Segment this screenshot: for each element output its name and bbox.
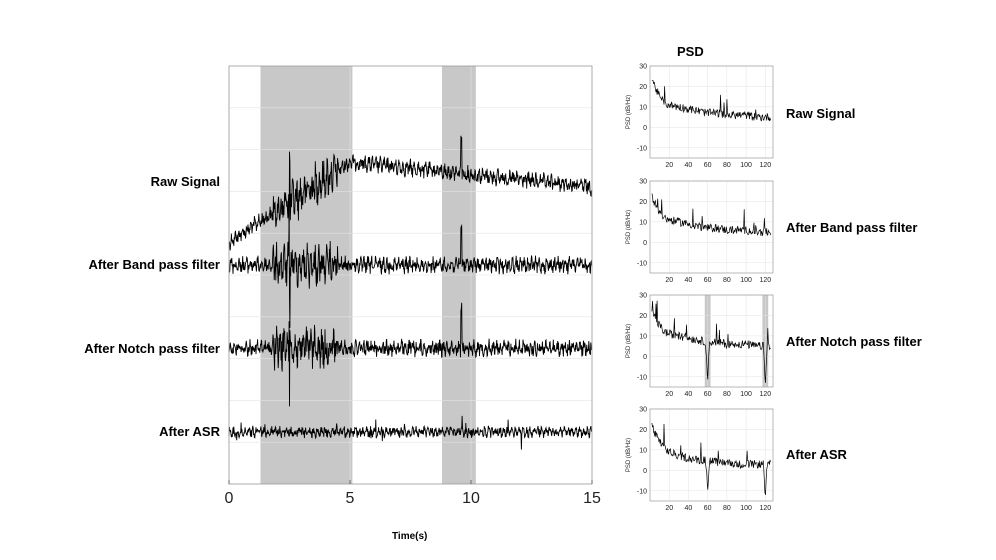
psd-y-tick-label-1-1: 0	[643, 240, 647, 247]
psd-plot-area-2	[650, 295, 773, 387]
x-tick-label-2: 10	[462, 490, 480, 507]
psd-x-tick-label-2-1: 40	[685, 391, 693, 398]
psd-y-tick-label-1-4: 30	[639, 179, 647, 186]
psd-y-tick-label-3-3: 20	[639, 427, 647, 434]
psd-x-tick-label-1-2: 60	[704, 277, 712, 284]
psd-panel-0: -10 0 10 20 30 20 40 60 80 100 120 PSD (dB/Hz)	[626, 64, 774, 169]
psd-y-tick-label-3-4: 30	[639, 407, 647, 414]
psd-label-notch-pass: After Notch pass filter	[786, 334, 922, 349]
row-label-asr: After ASR	[159, 424, 220, 439]
psd-panel-3: -10 0 10 20 30 20 40 60 80 100 120 PSD (dB/Hz)	[626, 407, 774, 512]
x-tick-label-0: 0	[225, 490, 234, 507]
x-tick-label-1: 5	[346, 490, 355, 507]
psd-x-tick-label-3-5: 120	[759, 505, 771, 512]
psd-frame-0	[649, 65, 774, 159]
psd-title: PSD	[677, 44, 704, 59]
psd-frame-3	[649, 408, 774, 502]
row-label-raw-signal: Raw Signal	[150, 174, 220, 189]
psd-x-tick-label-1-3: 80	[723, 277, 731, 284]
psd-frame-2	[649, 294, 774, 388]
psd-x-tick-label-0-4: 100	[740, 162, 752, 169]
psd-y-tick-label-2-2: 10	[639, 333, 647, 340]
psd-x-tick-label-3-2: 60	[704, 505, 712, 512]
psd-y-tick-label-0-2: 10	[639, 104, 647, 111]
psd-x-tick-label-1-1: 40	[685, 277, 693, 284]
psd-y-tick-label-0-3: 20	[639, 84, 647, 91]
psd-x-tick-label-0-2: 60	[704, 162, 712, 169]
psd-ylabel-2: PSD (dB/Hz)	[626, 324, 632, 358]
psd-label-asr: After ASR	[786, 447, 847, 462]
psd-x-tick-label-0-3: 80	[723, 162, 731, 169]
psd-y-tick-label-0-4: 30	[639, 64, 647, 71]
psd-x-tick-label-1-0: 20	[665, 277, 673, 284]
psd-y-tick-label-2-1: 0	[643, 354, 647, 361]
psd-x-tick-label-1-4: 100	[740, 277, 752, 284]
psd-y-tick-label-2-4: 30	[639, 293, 647, 300]
psd-x-tick-label-0-5: 120	[759, 162, 771, 169]
psd-x-tick-label-3-4: 100	[740, 505, 752, 512]
psd-x-tick-label-1-5: 120	[759, 277, 771, 284]
plot-frame	[228, 65, 593, 485]
series-line-1	[228, 219, 593, 328]
psd-x-tick-label-2-3: 80	[723, 391, 731, 398]
psd-y-tick-label-0-1: 0	[643, 125, 647, 132]
psd-y-tick-label-1-0: -10	[637, 260, 647, 267]
psd-label-raw-signal: Raw Signal	[786, 106, 856, 121]
psd-y-tick-label-0-0: -10	[637, 145, 647, 152]
series-line-0	[228, 135, 593, 251]
psd-plot-area-0	[650, 66, 773, 158]
psd-x-tick-label-3-3: 80	[723, 505, 731, 512]
psd-ylabel-1: PSD (dB/Hz)	[626, 210, 632, 244]
psd-label-band-pass: After Band pass filter	[786, 220, 918, 235]
psd-y-tick-label-3-2: 10	[639, 447, 647, 454]
psd-y-tick-label-3-1: 0	[643, 468, 647, 475]
psd-y-tick-label-2-3: 20	[639, 313, 647, 320]
row-label-notch-pass: After Notch pass filter	[84, 341, 220, 356]
psd-x-tick-label-2-0: 20	[665, 391, 673, 398]
psd-frame-1	[649, 180, 774, 274]
time-series-chart: 0 5 10 15	[225, 65, 601, 507]
psd-y-tick-label-1-2: 10	[639, 219, 647, 226]
psd-x-tick-label-3-1: 40	[685, 505, 693, 512]
psd-ylabel-3: PSD (dB/Hz)	[626, 438, 632, 472]
psd-x-tick-label-2-4: 100	[740, 391, 752, 398]
psd-line-3	[651, 422, 772, 495]
psd-line-1	[651, 193, 772, 236]
psd-x-tick-label-2-5: 120	[759, 391, 771, 398]
psd-panel-1: -10 0 10 20 30 20 40 60 80 100 120 PSD (dB/Hz)	[626, 179, 774, 284]
psd-y-tick-label-1-3: 20	[639, 199, 647, 206]
psd-x-tick-label-3-0: 20	[665, 505, 673, 512]
series-line-3	[228, 415, 593, 450]
psd-plot-area-3	[650, 409, 773, 501]
psd-x-tick-label-0-1: 40	[685, 162, 693, 169]
psd-y-tick-label-3-0: -10	[637, 488, 647, 495]
psd-x-tick-label-2-2: 60	[704, 391, 712, 398]
psd-ylabel-0: PSD (dB/Hz)	[626, 95, 632, 129]
series-line-2	[228, 302, 593, 407]
psd-panel-2: -10 0 10 20 30 20 40 60 80 100 120 PSD (dB/Hz)	[626, 293, 774, 398]
psd-line-0	[651, 79, 772, 122]
x-axis-title: Time(s)	[392, 531, 428, 542]
row-label-band-pass: After Band pass filter	[88, 257, 220, 272]
psd-y-tick-label-2-0: -10	[637, 374, 647, 381]
x-tick-label-3: 15	[583, 490, 601, 507]
psd-x-tick-label-0-0: 20	[665, 162, 673, 169]
psd-line-2	[651, 300, 771, 383]
